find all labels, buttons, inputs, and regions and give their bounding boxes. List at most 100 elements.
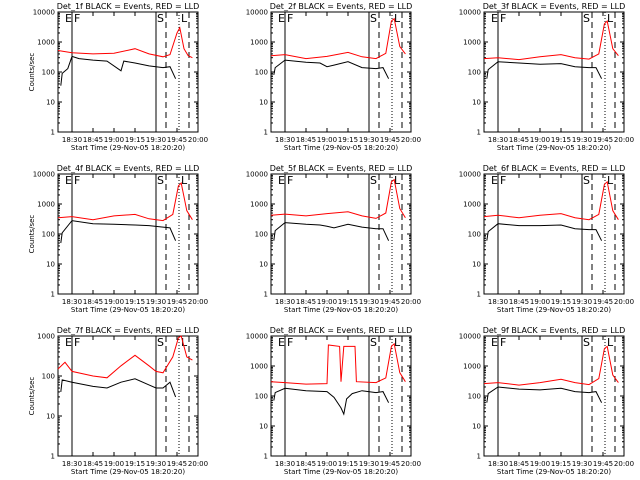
events-series-line <box>486 223 603 241</box>
lld-series-line <box>270 178 406 219</box>
y-tick-label: 10 <box>46 99 55 107</box>
y-tick-label: 10 <box>472 261 481 269</box>
marker-label-l: L <box>181 174 188 187</box>
marker-label-e: E <box>278 174 285 187</box>
x-tick-label: 18:30 <box>275 460 295 468</box>
x-tick-label: 19:30 <box>146 460 166 468</box>
x-axis-label: Start Time (29-Nov-05 18:20:20) <box>284 144 398 152</box>
panel-title: Det_4f BLACK = Events, RED = LLD <box>57 164 200 173</box>
x-tick-label: 18:45 <box>296 460 316 468</box>
x-tick-label: 19:30 <box>359 136 379 144</box>
y-tick-label: 1000 <box>463 363 481 371</box>
x-axis-label: Start Time (29-Nov-05 18:20:20) <box>497 306 611 314</box>
y-tick-label: 1000 <box>37 39 55 47</box>
marker-label-f: F <box>500 12 506 25</box>
y-tick-label: 10000 <box>33 171 55 179</box>
panel-6: Det_6f BLACK = Events, RED = LLD 1 10 100 10… <box>459 164 634 314</box>
marker-label-s: S <box>157 336 164 349</box>
marker-label-l: L <box>607 336 614 349</box>
x-tick-label: 18:30 <box>62 136 82 144</box>
x-axis-label: Start Time (29-Nov-05 18:20:20) <box>284 306 398 314</box>
lld-series-line <box>270 342 406 385</box>
x-tick-label: 18:45 <box>509 298 529 306</box>
y-tick-label: 10 <box>472 423 481 431</box>
x-tick-label: 20:00 <box>401 136 421 144</box>
x-tick-label: 18:45 <box>509 460 529 468</box>
y-tick-label: 1 <box>264 291 268 299</box>
lld-series-line <box>270 17 406 60</box>
x-tick-label: 19:00 <box>104 136 124 144</box>
x-tick-label: 18:30 <box>62 298 82 306</box>
y-tick-label: 10 <box>46 261 55 269</box>
x-tick-label: 20:00 <box>401 460 421 468</box>
events-series-line <box>273 222 390 241</box>
x-tick-label: 18:30 <box>62 460 82 468</box>
y-tick-label: 100 <box>255 69 268 77</box>
y-tick-label: 10000 <box>246 171 268 179</box>
panel-title: Det_8f BLACK = Events, RED = LLD <box>270 326 413 335</box>
x-axis-label: Start Time (29-Nov-05 18:20:20) <box>71 306 185 314</box>
marker-label-e: E <box>491 12 498 25</box>
marker-label-e: E <box>491 174 498 187</box>
x-axis-label: Start Time (29-Nov-05 18:20:20) <box>497 144 611 152</box>
marker-label-l: L <box>394 336 401 349</box>
panel-5: Det_5f BLACK = Events, RED = LLD 1 10 100 10… <box>246 164 421 314</box>
x-tick-label: 18:45 <box>296 298 316 306</box>
lld-series-line <box>483 19 619 61</box>
marker-label-e: E <box>278 12 285 25</box>
x-tick-label: 19:45 <box>593 136 613 144</box>
marker-label-f: F <box>500 174 506 187</box>
panel-title: Det_6f BLACK = Events, RED = LLD <box>483 164 626 173</box>
x-axis-label: Start Time (29-Nov-05 18:20:20) <box>284 468 398 476</box>
y-tick-label: 1000 <box>463 39 481 47</box>
y-tick-label: 100 <box>468 69 481 77</box>
events-series-line <box>273 387 390 416</box>
x-tick-label: 20:00 <box>188 136 208 144</box>
x-tick-label: 19:45 <box>167 298 187 306</box>
panel-title: Det_3f BLACK = Events, RED = LLD <box>483 2 626 11</box>
x-tick-label: 18:45 <box>83 136 103 144</box>
marker-label-f: F <box>287 336 293 349</box>
marker-label-s: S <box>583 12 590 25</box>
x-tick-label: 18:45 <box>509 136 529 144</box>
x-tick-label: 19:30 <box>572 136 592 144</box>
marker-label-s: S <box>583 174 590 187</box>
events-series-line <box>60 220 177 244</box>
y-tick-label: 10000 <box>33 9 55 17</box>
marker-label-f: F <box>74 12 80 25</box>
x-tick-label: 19:45 <box>593 298 613 306</box>
y-tick-label: 1 <box>264 129 268 137</box>
x-tick-label: 20:00 <box>401 298 421 306</box>
x-tick-label: 20:00 <box>188 298 208 306</box>
marker-label-e: E <box>65 174 72 187</box>
y-tick-label: 100 <box>42 69 55 77</box>
panel-title: Det_7f BLACK = Events, RED = LLD <box>57 326 200 335</box>
y-tick-label: 10000 <box>246 9 268 17</box>
panel-2: Det_2f BLACK = Events, RED = LLD 1 10 100 10… <box>246 2 421 152</box>
y-tick-label: 1 <box>477 453 481 461</box>
x-tick-label: 20:00 <box>614 136 634 144</box>
x-tick-label: 19:15 <box>551 298 571 306</box>
x-tick-label: 19:45 <box>167 460 187 468</box>
lld-series-line <box>483 180 619 221</box>
x-tick-label: 19:00 <box>104 460 124 468</box>
marker-label-f: F <box>287 12 293 25</box>
y-axis-label: Counts/sec <box>28 377 36 416</box>
panel-4: Det_4f BLACK = Events, RED = LLD 1 10 100 10… <box>28 164 208 314</box>
panel-title: Det_2f BLACK = Events, RED = LLD <box>270 2 413 11</box>
x-tick-label: 18:30 <box>488 298 508 306</box>
x-tick-label: 19:00 <box>530 136 550 144</box>
events-series-line <box>486 61 603 79</box>
events-series-line <box>60 378 177 398</box>
x-tick-label: 19:00 <box>104 298 124 306</box>
marker-label-l: L <box>394 12 401 25</box>
panel-3: Det_3f BLACK = Events, RED = LLD 1 10 100 10… <box>459 2 634 152</box>
marker-label-s: S <box>157 12 164 25</box>
x-tick-label: 18:30 <box>488 460 508 468</box>
y-tick-label: 100 <box>468 231 481 239</box>
x-tick-label: 19:30 <box>359 298 379 306</box>
x-tick-label: 19:15 <box>551 460 571 468</box>
x-tick-label: 19:30 <box>359 460 379 468</box>
y-tick-label: 1 <box>51 291 55 299</box>
x-axis-label: Start Time (29-Nov-05 18:20:20) <box>71 144 185 152</box>
